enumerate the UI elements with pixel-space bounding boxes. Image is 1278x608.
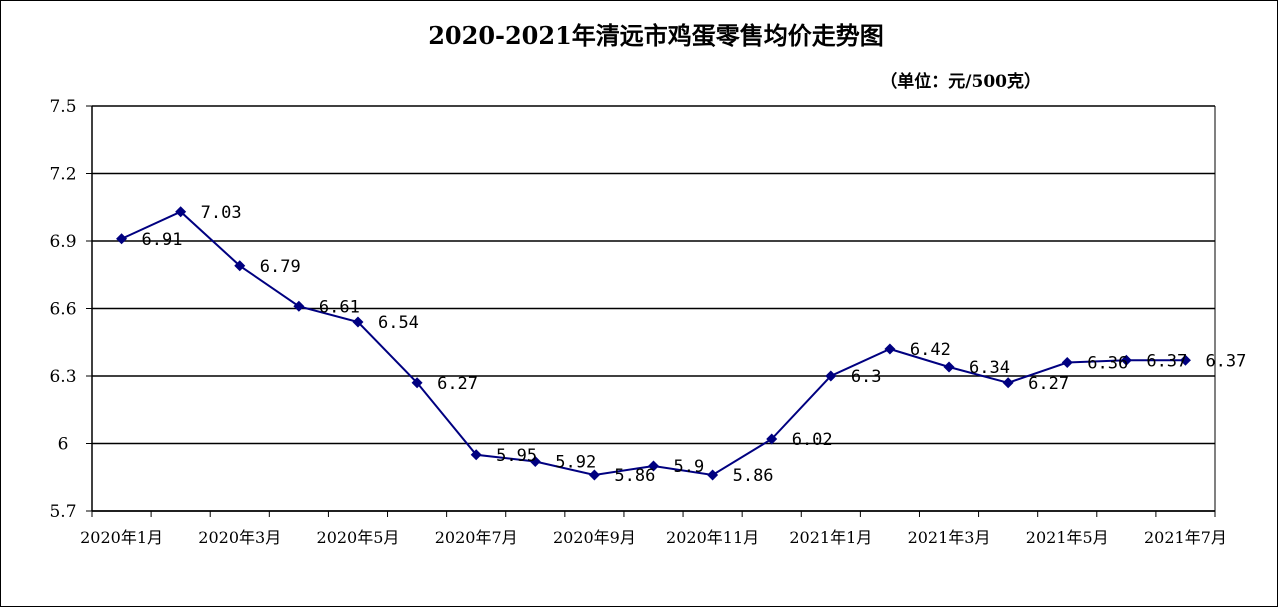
data-point-marker xyxy=(352,316,364,328)
data-label: 5.86 xyxy=(614,466,655,486)
data-point-marker xyxy=(529,456,541,467)
data-label: 6.54 xyxy=(378,313,419,333)
y-tick-label: 7.5 xyxy=(49,97,76,117)
data-label: 5.86 xyxy=(733,466,774,486)
y-tick-label: 6.9 xyxy=(49,232,76,252)
data-labels: 6.91 7.03 6.79 6.61 6.54 6.27 5.95 5.92 5.86 5.9 5… xyxy=(142,203,1247,486)
data-label: 6.27 xyxy=(437,374,478,394)
grid-lines xyxy=(92,105,1215,512)
y-tick-label: 6 xyxy=(58,435,69,455)
y-tick-label: 6.3 xyxy=(49,367,76,387)
x-tick-label: 2021年3月 xyxy=(908,528,991,547)
data-label: 6.02 xyxy=(792,430,833,450)
data-point-marker xyxy=(884,343,896,355)
series-markers xyxy=(116,206,1191,481)
data-point-marker xyxy=(116,233,128,245)
data-point-marker xyxy=(825,370,837,382)
data-label: 6.79 xyxy=(260,257,301,277)
data-label: 5.92 xyxy=(555,453,596,473)
chart-title: 2020-2021年清远市鸡蛋零售均价走势图 xyxy=(428,21,884,50)
y-tick-label: 6.6 xyxy=(49,300,76,320)
data-label: 6.3 xyxy=(851,367,882,387)
data-label: 6.34 xyxy=(969,358,1010,378)
unit-label: （单位：元/500克） xyxy=(880,71,1041,92)
y-tick-label: 7.2 xyxy=(49,165,76,185)
data-point-marker xyxy=(1002,377,1014,389)
data-label: 7.03 xyxy=(201,203,242,223)
data-label: 6.91 xyxy=(142,230,183,250)
data-point-marker xyxy=(943,361,955,373)
data-point-marker xyxy=(470,449,482,461)
x-tick-label: 2020年11月 xyxy=(666,528,759,547)
data-point-marker xyxy=(648,460,659,472)
data-point-marker xyxy=(1120,354,1132,366)
data-point-marker xyxy=(1061,357,1073,368)
data-point-marker xyxy=(175,206,187,218)
data-point-marker xyxy=(588,469,600,481)
data-label: 6.42 xyxy=(910,340,951,360)
x-tick-label: 2020年1月 xyxy=(80,528,163,547)
x-axis-ticks: 2020年1月 2020年3月 2020年5月 2020年7月 2020年9月 2020年… xyxy=(80,511,1227,547)
data-label: 6.36 xyxy=(1087,354,1128,374)
x-tick-label: 2020年7月 xyxy=(435,528,518,547)
data-point-marker xyxy=(411,377,423,389)
data-point-marker xyxy=(293,300,305,312)
data-label: 6.27 xyxy=(1028,374,1069,394)
x-tick-label: 2020年5月 xyxy=(317,528,400,547)
x-tick-label: 2021年1月 xyxy=(789,528,872,547)
data-point-marker xyxy=(766,433,778,445)
data-point-marker xyxy=(234,260,246,272)
data-label: 5.9 xyxy=(674,457,705,477)
x-tick-label: 2020年9月 xyxy=(553,528,636,547)
x-tick-label: 2021年5月 xyxy=(1026,528,1109,547)
x-tick-label: 2021年7月 xyxy=(1144,528,1227,547)
data-label: 6.37 xyxy=(1146,351,1187,371)
y-tick-label: 5.7 xyxy=(49,502,76,522)
series-line xyxy=(121,210,1186,477)
data-label: 5.95 xyxy=(496,446,537,466)
y-axis-ticks: 7.5 7.2 6.9 6.6 6.3 6 5.7 xyxy=(49,97,92,522)
x-tick-label: 2020年3月 xyxy=(198,528,281,547)
data-point-marker xyxy=(707,469,719,481)
data-label: 6.61 xyxy=(319,297,360,317)
data-label: 6.37 xyxy=(1205,351,1246,371)
data-point-marker xyxy=(1179,354,1191,366)
